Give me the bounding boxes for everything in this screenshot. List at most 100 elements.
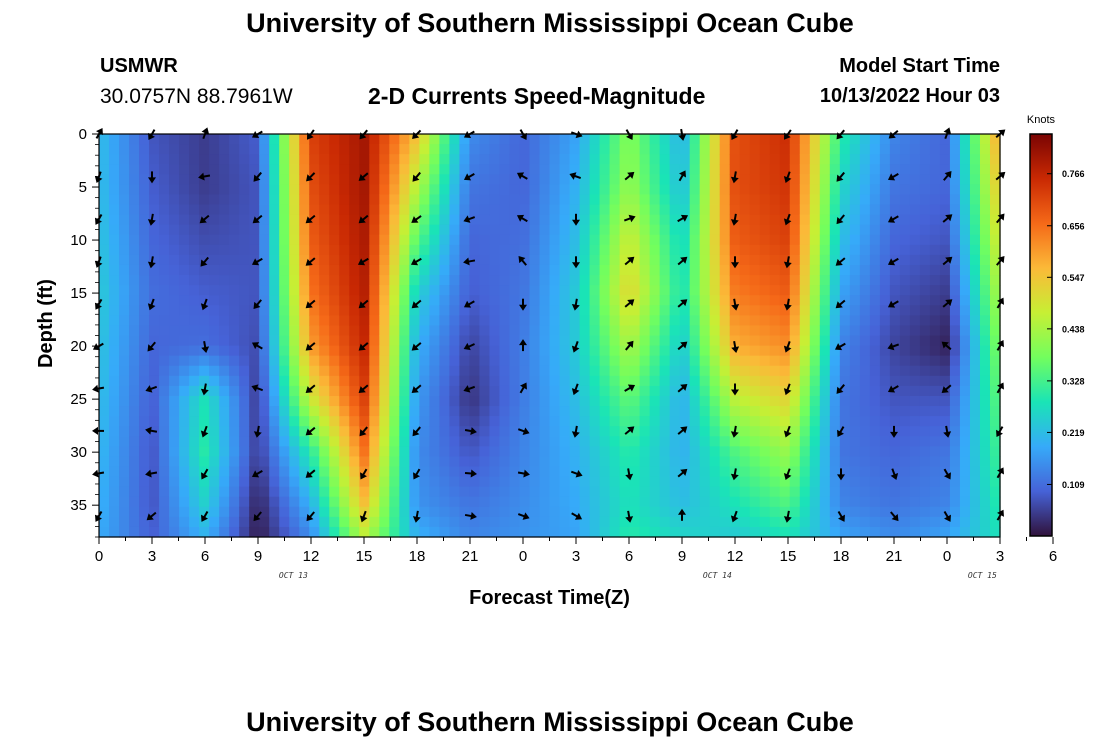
heatmap-cell bbox=[479, 506, 491, 518]
x-tick-label: 3 bbox=[148, 548, 156, 565]
current-arrow bbox=[942, 299, 953, 308]
heatmap-cell bbox=[489, 174, 501, 185]
heatmap-cell bbox=[219, 295, 230, 306]
heatmap-cell bbox=[479, 486, 491, 498]
heatmap-cell bbox=[349, 516, 360, 528]
heatmap-cell bbox=[99, 285, 110, 296]
heatmap-cell bbox=[779, 295, 791, 306]
heatmap-cell bbox=[259, 375, 270, 387]
current-arrow-head bbox=[199, 216, 207, 224]
heatmap-cell bbox=[309, 516, 320, 528]
heatmap-cell bbox=[739, 345, 751, 357]
current-arrow-head bbox=[730, 515, 739, 523]
heatmap-cell bbox=[609, 436, 621, 447]
heatmap-cell bbox=[239, 365, 250, 377]
heatmap-cell bbox=[189, 476, 200, 488]
heatmap-cell bbox=[419, 496, 430, 508]
heatmap-cell bbox=[219, 365, 230, 377]
heatmap-cell bbox=[279, 526, 290, 538]
heatmap-cell bbox=[189, 335, 200, 347]
heatmap-cell bbox=[629, 224, 641, 236]
heatmap-cell bbox=[829, 134, 841, 145]
heatmap-cell bbox=[399, 285, 410, 296]
heatmap-cell bbox=[439, 315, 450, 327]
x-tick-label: 6 bbox=[201, 548, 209, 565]
heatmap-cell bbox=[699, 214, 711, 226]
heatmap-cell bbox=[669, 134, 681, 145]
heatmap-cell bbox=[179, 416, 190, 427]
heatmap-cell bbox=[399, 476, 410, 488]
heatmap-cell bbox=[609, 244, 621, 256]
heatmap-cell bbox=[939, 426, 951, 437]
heatmap-cell bbox=[229, 204, 240, 216]
heatmap-cell bbox=[919, 134, 931, 145]
heatmap-cell bbox=[139, 526, 150, 538]
heatmap-cell bbox=[689, 496, 701, 508]
heatmap-cell bbox=[739, 496, 751, 508]
heatmap-cell bbox=[739, 476, 751, 488]
heatmap-cell bbox=[699, 285, 711, 296]
current-arrow-head bbox=[412, 429, 420, 437]
heatmap-cell bbox=[489, 285, 501, 296]
heatmap-cell bbox=[719, 406, 731, 417]
current-arrow bbox=[519, 339, 527, 352]
heatmap-cell bbox=[789, 285, 801, 296]
heatmap-cell bbox=[99, 395, 110, 407]
heatmap-cell bbox=[809, 335, 821, 347]
heatmap-cell bbox=[899, 234, 911, 246]
heatmap-cell bbox=[219, 214, 230, 226]
heatmap-cell bbox=[569, 446, 581, 457]
heatmap-cell bbox=[809, 345, 821, 357]
heatmap-cell bbox=[959, 234, 971, 246]
current-arrow bbox=[837, 468, 845, 481]
heatmap-cell bbox=[519, 335, 531, 347]
heatmap-cell bbox=[569, 466, 581, 478]
heatmap-cell bbox=[109, 264, 120, 276]
heatmap-cell bbox=[809, 305, 821, 316]
heatmap-cell bbox=[479, 466, 491, 478]
heatmap-cell bbox=[589, 295, 601, 306]
heatmap-cell bbox=[929, 244, 941, 256]
heatmap-cell bbox=[499, 345, 511, 357]
heatmap-cell bbox=[239, 305, 250, 316]
heatmap-cell bbox=[359, 416, 370, 427]
heatmap-cell bbox=[539, 305, 551, 316]
heatmap-cell bbox=[859, 365, 871, 377]
heatmap-cell bbox=[909, 456, 921, 468]
heatmap-cell bbox=[199, 436, 210, 447]
heatmap-cell bbox=[259, 234, 270, 246]
heatmap-cell bbox=[499, 416, 511, 427]
heatmap-cell bbox=[469, 194, 481, 206]
heatmap-cell bbox=[619, 496, 631, 508]
heatmap-cell bbox=[459, 234, 471, 246]
heatmap-cell bbox=[989, 436, 1001, 447]
heatmap-cell bbox=[539, 184, 551, 196]
heatmap-cell bbox=[629, 426, 641, 437]
heatmap-cell bbox=[799, 285, 811, 296]
heatmap-cell bbox=[929, 375, 941, 387]
heatmap-cell bbox=[299, 174, 310, 185]
heatmap-cell bbox=[489, 466, 501, 478]
heatmap-cell bbox=[779, 144, 791, 155]
heatmap-cell bbox=[959, 315, 971, 327]
current-arrow bbox=[572, 213, 580, 226]
current-arrow bbox=[412, 510, 421, 523]
heatmap-cell bbox=[519, 476, 531, 488]
heatmap-cell bbox=[979, 305, 991, 316]
heatmap-cell bbox=[749, 244, 761, 256]
heatmap-cell bbox=[459, 134, 471, 145]
current-arrow-head bbox=[410, 258, 419, 266]
heatmap-cell bbox=[209, 244, 220, 256]
heatmap-cell bbox=[119, 406, 130, 417]
heatmap-cell bbox=[969, 385, 981, 397]
heatmap-cell bbox=[839, 285, 851, 296]
heatmap-cell bbox=[619, 436, 631, 447]
heatmap-cell bbox=[229, 496, 240, 508]
heatmap-cell bbox=[359, 144, 370, 155]
heatmap-cell bbox=[279, 375, 290, 387]
heatmap-cell bbox=[909, 345, 921, 357]
heatmap-cell bbox=[899, 154, 911, 165]
current-arrow-head bbox=[201, 346, 210, 353]
heatmap-cell bbox=[129, 315, 140, 327]
heatmap-cell bbox=[679, 526, 691, 538]
